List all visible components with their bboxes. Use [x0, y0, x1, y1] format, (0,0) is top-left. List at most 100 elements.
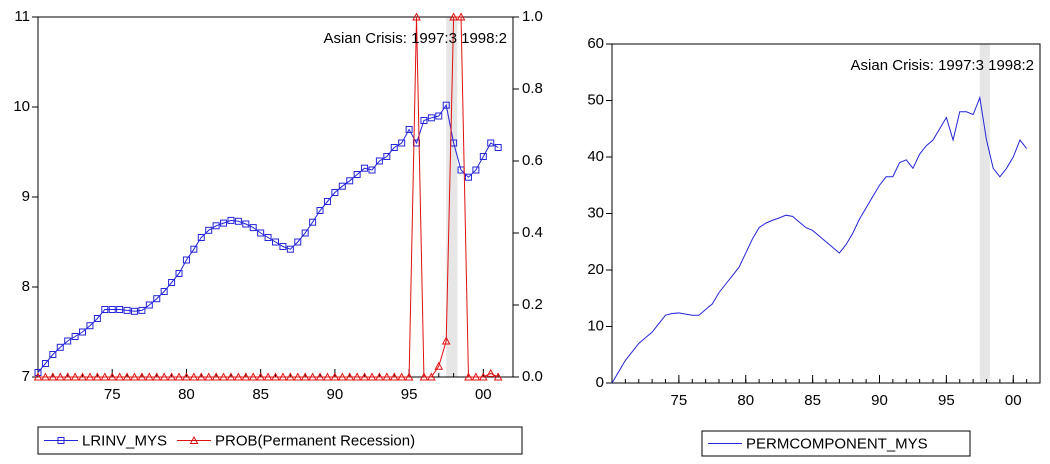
marker [55, 372, 65, 381]
legend-marker [57, 437, 65, 444]
marker [159, 372, 169, 381]
marker [226, 372, 236, 381]
marker [211, 372, 221, 381]
marker [219, 372, 228, 381]
plot-frame [37, 16, 514, 378]
marker [107, 372, 117, 381]
y2-tick-label: 0.4 [522, 224, 543, 241]
marker [249, 224, 257, 232]
x-tick-label: 95 [938, 392, 955, 409]
y-tick-label: 7 [22, 368, 30, 385]
marker [309, 218, 317, 226]
marker [108, 306, 116, 313]
marker [367, 372, 377, 381]
series-line [38, 16, 499, 378]
marker [294, 238, 302, 246]
marker [420, 117, 428, 124]
x-tick-label: 75 [671, 392, 688, 409]
marker [398, 139, 406, 147]
marker [93, 372, 102, 381]
y-tick-label: 20 [587, 261, 604, 278]
marker [316, 207, 324, 214]
x-tick-label: 90 [327, 386, 344, 403]
marker [130, 372, 139, 381]
annotation: Asian Crisis: 1997:3 1998:2 [324, 30, 507, 47]
marker [167, 372, 176, 381]
marker [234, 217, 242, 225]
marker [405, 126, 413, 133]
y-tick-label: 30 [587, 204, 604, 221]
marker [174, 372, 184, 381]
marker [315, 372, 325, 381]
marker [63, 372, 73, 381]
legend-box [37, 426, 523, 455]
marker [48, 372, 58, 381]
legend-label: PERMCOMPONENT_MYS [746, 435, 928, 452]
marker [41, 372, 50, 381]
marker [168, 279, 176, 286]
marker [264, 234, 272, 241]
y2-tick-label: 0.6 [522, 152, 543, 169]
marker [419, 372, 429, 381]
marker [404, 372, 414, 381]
x-tick-label: 85 [804, 392, 821, 409]
marker [361, 164, 369, 172]
marker [153, 295, 161, 303]
marker [427, 114, 435, 122]
y2-tick-label: 1.0 [522, 8, 543, 25]
marker [160, 288, 168, 295]
marker [197, 234, 205, 241]
series-line [37, 103, 499, 373]
marker [330, 372, 340, 381]
marker [86, 322, 94, 330]
marker [323, 372, 332, 381]
marker [182, 256, 190, 264]
marker [78, 372, 87, 381]
marker [278, 372, 288, 381]
marker [346, 177, 354, 185]
marker [205, 226, 213, 234]
marker [337, 372, 347, 381]
marker [189, 372, 199, 381]
y-tick-label: 9 [22, 188, 30, 205]
marker [175, 270, 183, 277]
y-tick-label: 40 [587, 148, 604, 165]
legend-box [701, 430, 971, 457]
marker [493, 372, 503, 381]
marker [115, 372, 124, 381]
marker [122, 372, 132, 381]
marker [456, 12, 466, 21]
y-tick-label: 60 [587, 35, 604, 52]
y-tick-label: 0 [596, 374, 604, 391]
x-tick-label: 85 [252, 386, 269, 403]
marker [301, 229, 309, 237]
marker [234, 372, 243, 381]
x-tick-label: 90 [871, 392, 888, 409]
marker [144, 372, 154, 381]
marker [427, 372, 436, 381]
recession-shade [446, 17, 458, 377]
marker [41, 360, 49, 367]
marker [196, 372, 206, 381]
marker [227, 216, 235, 224]
marker [220, 219, 228, 227]
legend-label: LRINV_MYS [82, 432, 167, 449]
marker [494, 144, 502, 151]
x-tick-label: 00 [1005, 392, 1022, 409]
marker [389, 372, 399, 381]
y-tick-label: 50 [587, 91, 604, 108]
marker [442, 101, 450, 109]
y-tick-label: 11 [14, 8, 30, 25]
marker [449, 12, 458, 21]
recession-shade [979, 44, 990, 383]
marker [49, 351, 57, 358]
marker [145, 301, 153, 309]
marker [308, 372, 317, 381]
marker [464, 173, 472, 181]
marker [345, 372, 355, 381]
marker [375, 372, 384, 381]
marker [375, 157, 383, 165]
x-tick-label: 80 [737, 392, 754, 409]
y2-tick-label: 0.8 [522, 80, 543, 97]
